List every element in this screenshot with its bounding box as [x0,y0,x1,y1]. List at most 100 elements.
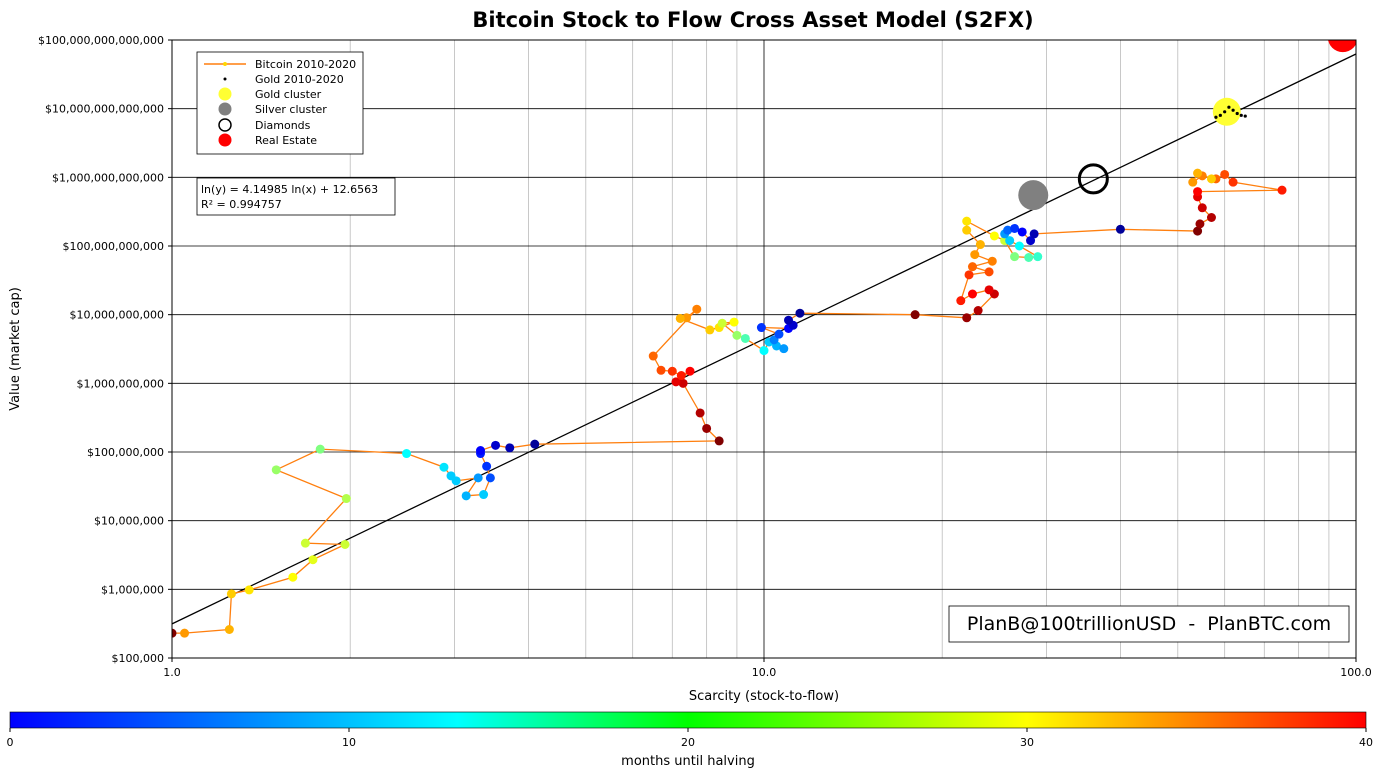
bitcoin-point [989,231,999,241]
bitcoin-point [676,371,686,381]
gold-point [1227,105,1231,109]
bitcoin-point [717,318,727,328]
bitcoin-point [1010,223,1020,233]
bitcoin-point [340,539,350,549]
bitcoin-point [987,256,997,266]
bitcoin-point [729,317,739,327]
x-tick-label: 1.0 [163,666,181,679]
bitcoin-point [740,333,750,343]
y-tick-label: $100,000,000,000 [63,240,164,253]
bitcoin-point [308,555,318,565]
x-ticks: 1.0 10.0 100.0 [163,658,1372,679]
regression-line [172,53,1356,625]
x-tick-label: 100.0 [1340,666,1372,679]
bitcoin-point [956,296,966,306]
legend-label: Diamonds [255,119,311,132]
bitcoin-point [714,436,724,446]
bitcoin-point [1005,236,1015,246]
bitcoin-point [485,473,495,483]
y-axis-label: Value (market cap) [8,287,23,411]
bitcoin-point [1029,229,1039,239]
bitcoin-point [1033,252,1043,262]
colorbar-tick-label: 10 [342,736,356,749]
y-tick-label: $1,000,000 [101,583,164,596]
bitcoin-point [675,313,685,323]
bitcoin-point [1024,253,1034,263]
bitcoin-point [962,216,972,226]
bitcoin-point [984,285,994,295]
bitcoin-point [685,366,695,376]
cluster-marker [1018,180,1049,211]
bitcoin-points [172,168,1287,638]
gold-point [1231,108,1235,112]
bitcoin-point [1003,225,1013,235]
gold-points [1214,105,1247,119]
gold-point [1235,111,1239,116]
bitcoin-point [473,473,483,483]
bitcoin-point [756,323,766,333]
x-axis-label: Scarcity (stock-to-flow) [689,689,839,704]
bitcoin-point [705,325,715,335]
watermark-frame [948,605,1350,643]
y-tick-label: $100,000 [112,652,165,665]
colorbar-gradient [9,711,1367,729]
bitcoin-point [695,408,705,418]
y-tick-label: $1,000,000,000,000 [52,171,164,184]
colorbar-tick-label: 0 [7,736,14,749]
gold-point [1214,115,1218,119]
bitcoin-point [1115,224,1125,234]
gold-point [1218,113,1222,117]
bitcoin-point [648,351,658,361]
bitcoin-point [1228,177,1238,187]
bitcoin-point [491,440,501,450]
bitcoin-point [1193,187,1203,197]
bitcoin-point [172,628,177,638]
legend-gold-cluster-swatch [218,87,232,101]
bitcoin-point [476,446,486,456]
bitcoin-point [479,490,489,500]
bitcoin-point [288,572,298,582]
bitcoin-point [1193,226,1203,236]
bitcoin-point [1193,168,1203,178]
colorbar-label: months until halving [621,754,755,769]
equation-frame [196,177,396,216]
bitcoin-point [1014,241,1024,251]
bitcoin-point [779,344,789,354]
bitcoin-point [341,494,351,504]
y-ticks: $100,000 $1,000,000 $10,000,000 $100,000,00… [38,34,172,665]
regression-line-segment [172,53,1356,625]
r-squared-text: R² = 0.994757 [201,198,282,211]
legend-label: Bitcoin 2010-2020 [255,58,356,71]
bitcoin-point [973,305,983,315]
legend-gold-dot-swatch [223,77,227,81]
bitcoin-point [678,378,688,388]
bitcoin-point [1220,169,1230,179]
bitcoin-point [224,625,234,635]
bitcoin-point [962,313,972,323]
bitcoin-point [975,240,985,250]
bitcoin-point [759,346,769,356]
gold-point [1239,113,1243,117]
equation-box: ln(y) = 4.14985 ln(x) + 12.6563 R² = 0.9… [196,177,396,216]
bitcoin-point [671,377,681,387]
watermark: PlanB@100trillionUSD - PlanBTC.com [948,605,1350,643]
colorbar-tick-label: 30 [1020,736,1034,749]
bitcoin-point [795,308,805,318]
bitcoin-point [1195,219,1205,229]
bitcoin-point [1197,203,1207,213]
bitcoin-point [402,449,412,459]
clusters [1018,40,1356,211]
bitcoin-point [244,585,254,595]
bitcoin-point [439,462,449,472]
cluster-marker [1212,97,1241,126]
equation-text: ln(y) = 4.14985 ln(x) + 12.6563 [201,183,378,196]
gold-point [1243,114,1247,118]
cluster-marker [1077,163,1109,195]
legend-line-swatch-dot [223,62,227,66]
bitcoin-point [1017,227,1027,237]
bitcoin-point [482,461,492,471]
legend: Bitcoin 2010-2020 Gold 2010-2020 Gold cl… [196,51,364,155]
bitcoin-point [702,423,712,433]
bitcoin-point [970,250,980,260]
